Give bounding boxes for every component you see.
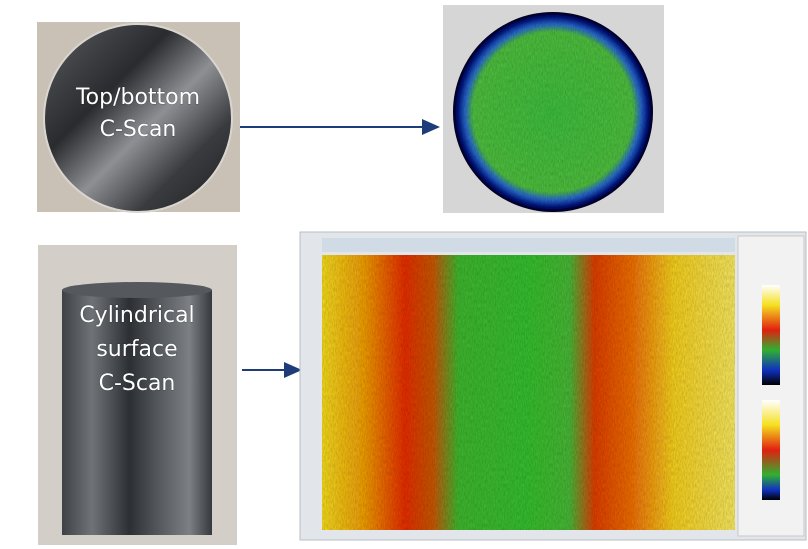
label-line: surface	[96, 337, 177, 362]
colorbar	[762, 400, 780, 500]
cylinder-top	[62, 282, 212, 298]
scan-ruler	[322, 238, 735, 252]
scan-disc	[453, 12, 653, 212]
label-line: C-Scan	[100, 117, 177, 142]
colorbar	[762, 285, 780, 385]
scan-surface	[322, 255, 735, 530]
label-line: Top/bottom	[75, 85, 200, 110]
label-line: C-Scan	[99, 371, 176, 396]
figure: Top/bottom C-Scan Cylindrical surface C-…	[0, 0, 808, 549]
label-line: Cylindrical	[79, 303, 194, 328]
